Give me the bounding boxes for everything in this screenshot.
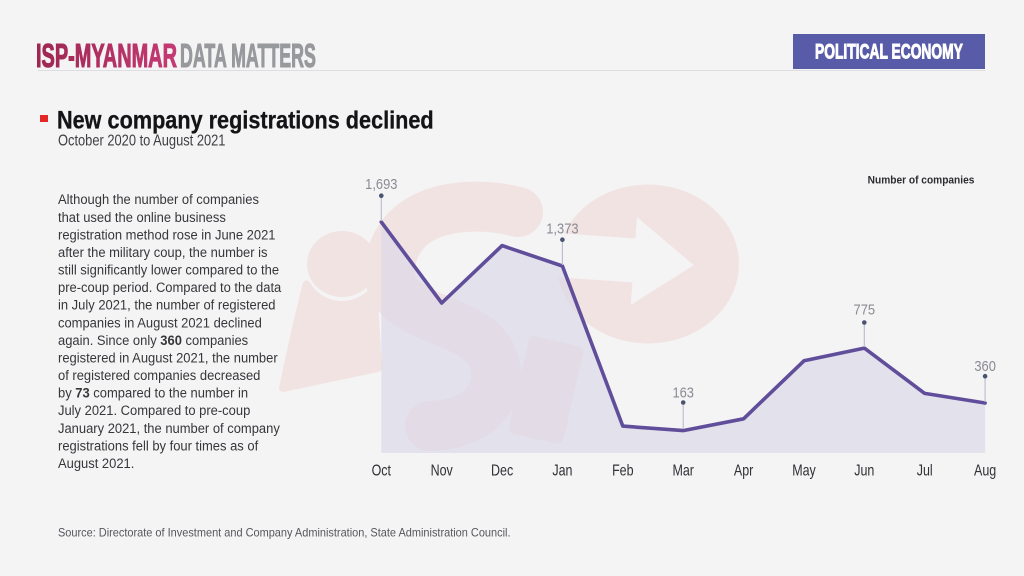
svg-text:August 2021.: August 2021. bbox=[58, 456, 134, 471]
svg-text:May: May bbox=[792, 462, 816, 480]
svg-text:Source: Directorate of Investm: Source: Directorate of Investment and Co… bbox=[58, 527, 511, 539]
svg-text:October 2020 to August 2021: October 2020 to August 2021 bbox=[58, 132, 225, 150]
svg-text:again. Since only 360 companie: again. Since only 360 companies bbox=[58, 333, 248, 348]
svg-text:Jun: Jun bbox=[854, 462, 874, 480]
svg-text:registration method rose in Ju: registration method rose in June 2021 bbox=[58, 227, 275, 242]
svg-text:1,373: 1,373 bbox=[546, 219, 578, 236]
svg-text:Jan: Jan bbox=[552, 462, 572, 480]
svg-text:July 2021. Compared to pre-cou: July 2021. Compared to pre-coup bbox=[58, 403, 250, 418]
svg-text:163: 163 bbox=[672, 383, 694, 400]
svg-text:Feb: Feb bbox=[612, 462, 634, 480]
svg-text:Number of companies: Number of companies bbox=[868, 174, 975, 187]
svg-text:DATA MATTERS: DATA MATTERS bbox=[180, 37, 316, 74]
svg-text:Dec: Dec bbox=[491, 462, 513, 480]
svg-text:Aug: Aug bbox=[974, 462, 996, 480]
svg-text:Oct: Oct bbox=[372, 462, 391, 480]
svg-text:registered in August 2021, the: registered in August 2021, the number bbox=[58, 350, 278, 365]
svg-text:Nov: Nov bbox=[431, 462, 454, 480]
svg-text:360: 360 bbox=[974, 357, 996, 374]
svg-text:Although the number of compani: Although the number of companies bbox=[58, 192, 259, 207]
svg-text:after the military coup, the n: after the military coup, the number is bbox=[58, 245, 268, 260]
svg-text:1,693: 1,693 bbox=[365, 175, 397, 192]
svg-text:by 73 compared to the number i: by 73 compared to the number in bbox=[58, 385, 248, 400]
svg-text:POLITICAL ECONOMY: POLITICAL ECONOMY bbox=[815, 40, 963, 64]
svg-text:New company registrations decl: New company registrations declined bbox=[57, 106, 434, 134]
svg-text:Apr: Apr bbox=[734, 462, 754, 480]
svg-text:that used the online business: that used the online business bbox=[58, 209, 226, 224]
svg-text:in July 2021, the number of re: in July 2021, the number of registered bbox=[58, 297, 275, 312]
svg-text:pre-coup period. Compared to t: pre-coup period. Compared to the data bbox=[58, 280, 282, 295]
svg-text:Mar: Mar bbox=[672, 462, 694, 480]
svg-text:of registered companies decrea: of registered companies decreased bbox=[58, 368, 260, 383]
svg-text:still significantly lower comp: still significantly lower compared to th… bbox=[58, 262, 279, 277]
svg-text:ISP-MYANMAR: ISP-MYANMAR bbox=[36, 37, 177, 75]
svg-text:companies in August 2021 decli: companies in August 2021 declined bbox=[58, 315, 262, 330]
svg-text:registrations fell by four tim: registrations fell by four times as of bbox=[58, 438, 258, 453]
svg-text:775: 775 bbox=[854, 300, 876, 317]
svg-text:Jul: Jul bbox=[917, 462, 933, 480]
svg-text:January 2021, the number of co: January 2021, the number of company bbox=[58, 420, 280, 435]
